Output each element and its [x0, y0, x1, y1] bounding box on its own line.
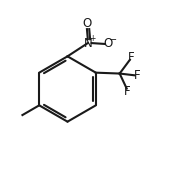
Text: N: N: [83, 37, 92, 50]
Text: F: F: [134, 69, 141, 82]
Text: −: −: [109, 35, 118, 45]
Text: O: O: [104, 37, 113, 51]
Text: O: O: [82, 17, 92, 30]
Text: F: F: [128, 51, 135, 64]
Text: F: F: [124, 85, 131, 98]
Text: +: +: [89, 34, 96, 43]
